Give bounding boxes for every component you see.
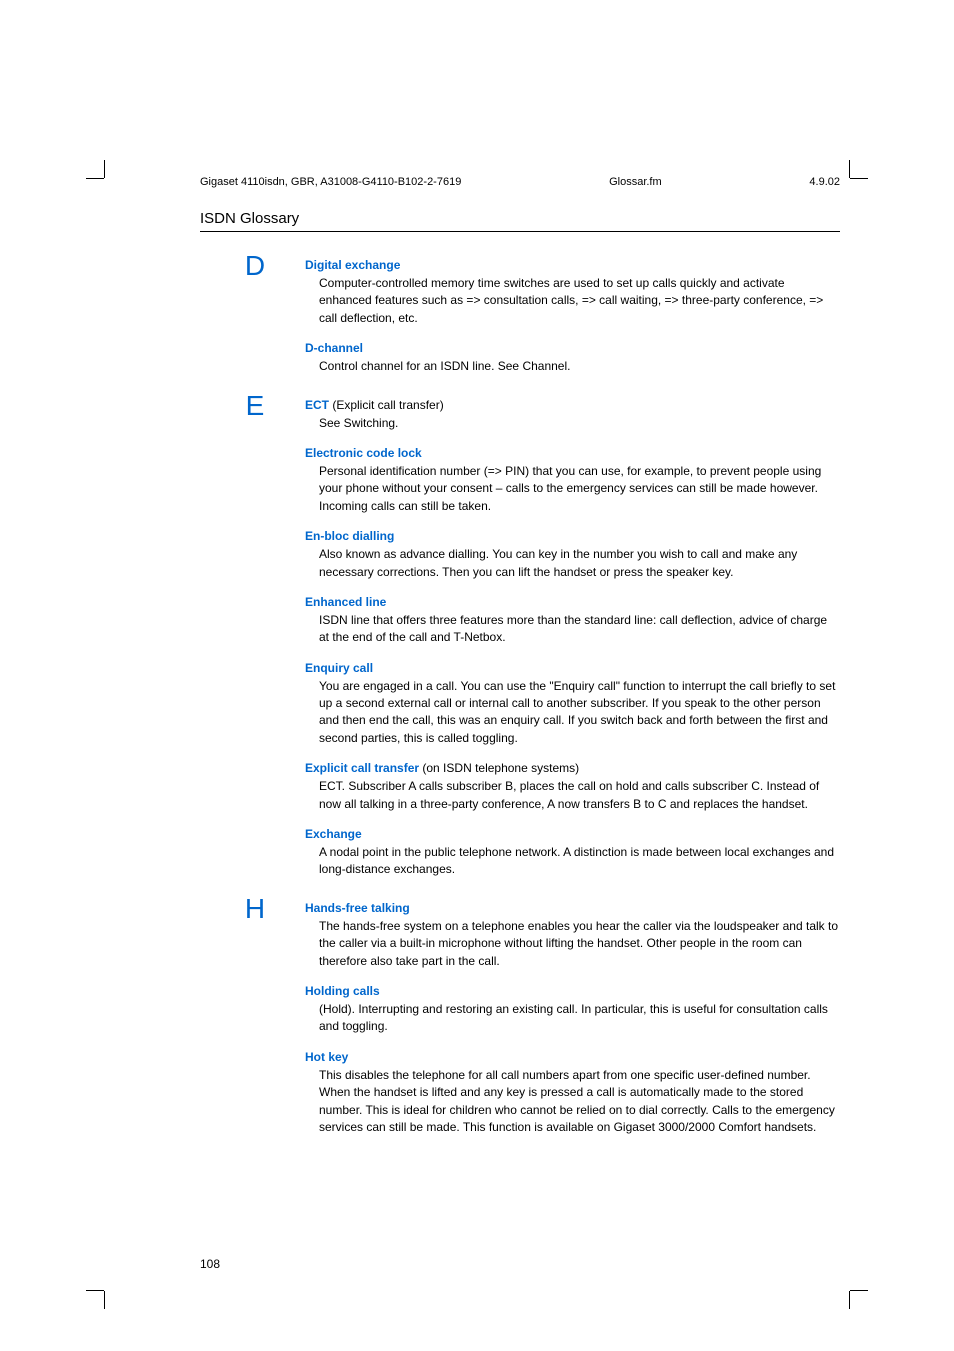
glossary-definition: Control channel for an ISDN line. See Ch… xyxy=(319,358,840,375)
glossary-letter: D xyxy=(240,250,270,282)
glossary-entries: ECT (Explicit call transfer)See Switchin… xyxy=(305,396,840,879)
glossary-definition: A nodal point in the public telephone ne… xyxy=(319,844,840,879)
glossary-definition: See Switching. xyxy=(319,415,840,432)
glossary-group: DDigital exchangeComputer-controlled mem… xyxy=(200,256,840,376)
header-left: Gigaset 4110isdn, GBR, A31008-G4110-B102… xyxy=(200,176,461,188)
glossary-entry: Electronic code lock Personal identificat… xyxy=(305,444,840,515)
glossary-term: Hot key xyxy=(305,1050,348,1064)
glossary-group: EECT (Explicit call transfer)See Switchi… xyxy=(200,396,840,879)
glossary-entry: D-channel Control channel for an ISDN lin… xyxy=(305,339,840,375)
glossary-entries: Digital exchange Computer-controlled memo… xyxy=(305,256,840,376)
glossary-term: Exchange xyxy=(305,827,362,841)
header-right: 4.9.02 xyxy=(809,176,840,188)
glossary-entry: Hands-free talking The hands-free system … xyxy=(305,899,840,970)
glossary-entry: En-bloc dialling Also known as advance di… xyxy=(305,527,840,581)
glossary-entry: Digital exchange Computer-controlled memo… xyxy=(305,256,840,327)
glossary-entry: Enhanced line ISDN line that offers three… xyxy=(305,593,840,647)
glossary-entry: Enquiry call You are engaged in a call. Y… xyxy=(305,659,840,748)
glossary-term: Electronic code lock xyxy=(305,446,422,460)
glossary-definition: (Hold). Interrupting and restoring an ex… xyxy=(319,1001,840,1036)
glossary-term-line: Enquiry call xyxy=(305,659,840,677)
glossary-term-line: Exchange xyxy=(305,825,840,843)
glossary-letter: E xyxy=(240,390,270,422)
glossary-term-line: Enhanced line xyxy=(305,593,840,611)
glossary-definition: This disables the telephone for all call… xyxy=(319,1067,840,1137)
glossary-term: Explicit call transfer xyxy=(305,761,419,775)
glossary-definition: Personal identification number (=> PIN) … xyxy=(319,463,840,515)
glossary-term-line: Hot key xyxy=(305,1048,840,1066)
page-number: 108 xyxy=(200,1257,220,1271)
crop-mark xyxy=(849,1291,850,1309)
glossary-definition: The hands-free system on a telephone ena… xyxy=(319,918,840,970)
glossary-term: ECT xyxy=(305,398,329,412)
glossary-definition: Computer-controlled memory time switches… xyxy=(319,275,840,327)
glossary-group: HHands-free talkingThe hands-free system… xyxy=(200,899,840,1137)
glossary-entry: Holding calls (Hold). Interrupting and re… xyxy=(305,982,840,1036)
glossary-term: Enhanced line xyxy=(305,595,386,609)
glossary-definition: ISDN line that offers three features mor… xyxy=(319,612,840,647)
crop-mark xyxy=(849,160,850,178)
glossary-term-line: ECT (Explicit call transfer) xyxy=(305,396,840,414)
crop-mark xyxy=(104,1291,105,1309)
glossary-term-line: Explicit call transfer (on ISDN telephon… xyxy=(305,759,840,777)
crop-mark xyxy=(850,178,868,179)
glossary-term-line: D-channel xyxy=(305,339,840,357)
glossary-entry: Explicit call transfer (on ISDN telephon… xyxy=(305,759,840,813)
crop-mark xyxy=(850,1290,868,1291)
glossary-term: D-channel xyxy=(305,341,363,355)
glossary-entry: Hot key This disables the telephone for a… xyxy=(305,1048,840,1137)
glossary-entry: Exchange A nodal point in the public tele… xyxy=(305,825,840,879)
glossary-entry: ECT (Explicit call transfer)See Switchin… xyxy=(305,396,840,432)
glossary-term-line: Hands-free talking xyxy=(305,899,840,917)
glossary-term-suffix: (Explicit call transfer) xyxy=(329,398,444,412)
section-title: ISDN Glossary xyxy=(200,210,840,232)
glossary-definition: ECT. Subscriber A calls subscriber B, pl… xyxy=(319,778,840,813)
glossary-letter: H xyxy=(240,893,270,925)
glossary-term-line: Digital exchange xyxy=(305,256,840,274)
glossary-content: DDigital exchangeComputer-controlled mem… xyxy=(200,256,840,1156)
glossary-entries: Hands-free talking The hands-free system … xyxy=(305,899,840,1137)
crop-mark xyxy=(86,178,104,179)
glossary-term-line: En-bloc dialling xyxy=(305,527,840,545)
crop-mark xyxy=(104,160,105,178)
glossary-term: Enquiry call xyxy=(305,661,373,675)
glossary-term-line: Electronic code lock xyxy=(305,444,840,462)
page-header: Gigaset 4110isdn, GBR, A31008-G4110-B102… xyxy=(200,176,840,188)
glossary-term: Holding calls xyxy=(305,984,380,998)
glossary-term: Hands-free talking xyxy=(305,901,410,915)
glossary-term: En-bloc dialling xyxy=(305,529,394,543)
header-center: Glossar.fm xyxy=(609,176,662,188)
glossary-definition: Also known as advance dialling. You can … xyxy=(319,546,840,581)
glossary-definition: You are engaged in a call. You can use t… xyxy=(319,678,840,748)
crop-mark xyxy=(86,1290,104,1291)
glossary-term-suffix: (on ISDN telephone systems) xyxy=(419,761,579,775)
glossary-term-line: Holding calls xyxy=(305,982,840,1000)
glossary-term: Digital exchange xyxy=(305,258,400,272)
